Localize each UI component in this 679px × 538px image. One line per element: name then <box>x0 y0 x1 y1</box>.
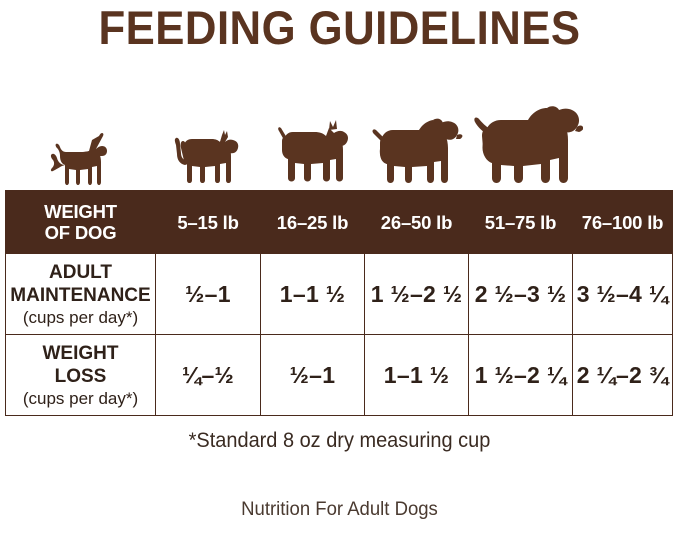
dog-size-illustration-row <box>5 88 672 188</box>
cell-weight-loss-2: ½–1 <box>260 334 365 416</box>
row-label-weight-loss-line1: WEIGHT <box>42 342 119 364</box>
header-weight-col-3: 26–50 lb <box>364 190 469 254</box>
row-label-weight-loss-sub: (cups per day*) <box>22 388 139 408</box>
chihuahua-silhouette <box>50 133 107 185</box>
cell-adult-maintenance-1: ½–1 <box>155 253 261 335</box>
table-header-row: WEIGHT OF DOG 5–15 lb 16–25 lb 26–50 lb … <box>5 190 673 254</box>
labrador-silhouette <box>372 118 463 183</box>
boxer-silhouette <box>278 120 348 182</box>
row-label-weight-loss: WEIGHT LOSS (cups per day*) <box>5 334 156 416</box>
table-row-adult-maintenance: ADULT MAINTENANCE (cups per day*) ½–1 1–… <box>5 253 673 335</box>
cell-adult-maintenance-4: 2 ½–3 ½ <box>468 253 573 335</box>
cell-adult-maintenance-3: 1 ½–2 ½ <box>364 253 469 335</box>
row-label-adult-maintenance-line1: ADULT <box>49 261 112 283</box>
feeding-table-wrap: WEIGHT OF DOG 5–15 lb 16–25 lb 26–50 lb … <box>5 190 673 416</box>
header-weight-of-dog-line2: OF DOG <box>44 222 117 243</box>
nutrition-caption: Nutrition For Adult Dogs <box>241 498 438 520</box>
row-label-weight-loss-line2: LOSS <box>54 365 107 387</box>
terrier-silhouette <box>174 130 238 183</box>
dog-cell-3 <box>260 88 364 188</box>
header-weight-col-1: 5–15 lb <box>155 190 261 254</box>
row-label-adult-maintenance: ADULT MAINTENANCE (cups per day*) <box>5 253 156 335</box>
table-row-weight-loss: WEIGHT LOSS (cups per day*) ¼–½ ½–1 1–1 … <box>5 334 673 416</box>
header-weight-col-4: 51–75 lb <box>468 190 573 254</box>
golden-retriever-silhouette <box>474 106 583 183</box>
dog-cell-1 <box>5 88 155 188</box>
cell-adult-maintenance-2: 1–1 ½ <box>260 253 365 335</box>
cell-weight-loss-3: 1–1 ½ <box>364 334 469 416</box>
cell-weight-loss-5: 2 ¼–2 ¾ <box>572 334 673 416</box>
header-weight-col-5: 76–100 lb <box>572 190 673 254</box>
row-label-adult-maintenance-line2: MAINTENANCE <box>10 284 151 306</box>
cell-adult-maintenance-5: 3 ½–4 ¼ <box>572 253 673 335</box>
header-weight-col-2: 16–25 lb <box>260 190 365 254</box>
row-label-adult-maintenance-sub: (cups per day*) <box>22 307 139 327</box>
dog-cell-5 <box>468 88 588 188</box>
cell-weight-loss-4: 1 ½–2 ¼ <box>468 334 573 416</box>
header-weight-of-dog-line1: WEIGHT <box>44 201 117 222</box>
page-title: FEEDING GUIDELINES <box>98 1 581 54</box>
feeding-guidelines-table: WEIGHT OF DOG 5–15 lb 16–25 lb 26–50 lb … <box>5 190 673 416</box>
dog-cell-2 <box>155 88 260 188</box>
measuring-cup-footnote: *Standard 8 oz dry measuring cup <box>188 429 491 452</box>
header-weight-of-dog: WEIGHT OF DOG <box>5 190 156 254</box>
dog-cell-4 <box>364 88 468 188</box>
cell-weight-loss-1: ¼–½ <box>155 334 261 416</box>
